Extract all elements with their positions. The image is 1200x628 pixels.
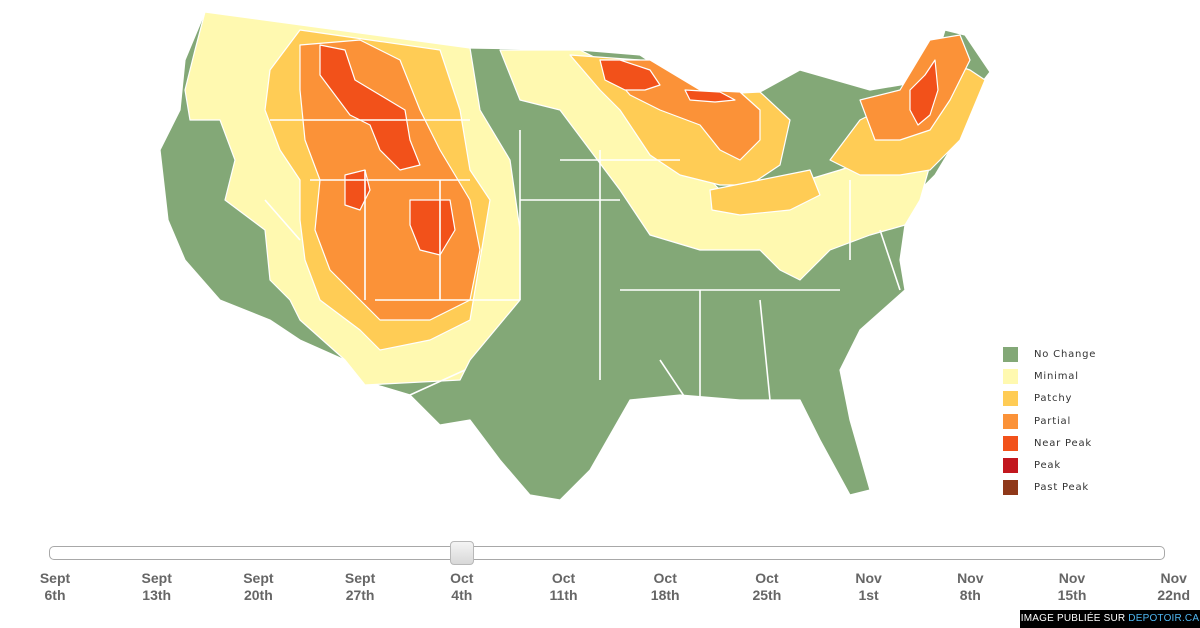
- tick-day: 22nd: [1157, 587, 1191, 603]
- tick-month: Sept: [141, 570, 172, 586]
- map-region-patchy-ohio: [709, 169, 821, 216]
- legend-label: Partial: [1034, 415, 1072, 427]
- legend-swatch: [1003, 458, 1018, 474]
- tick-day: 18th: [650, 587, 680, 603]
- map-region-near-peak-lake-superior: [684, 89, 736, 103]
- date-slider-ticks: Sept 6th Sept 13th Sept 20th Sept 27th Oct 4th Oct…: [0, 570, 1200, 610]
- credit-brand: DEPOTOIR.CA: [1128, 613, 1200, 624]
- legend-swatch: [1003, 435, 1018, 451]
- fall-foliage-map: [159, 11, 991, 501]
- tick-month: Nov: [855, 570, 882, 586]
- tick-day: 27th: [345, 587, 375, 603]
- legend-swatch: [1003, 346, 1018, 362]
- tick-day: 15th: [1057, 587, 1087, 603]
- slider-tick-label[interactable]: Oct 4th: [422, 570, 502, 604]
- legend-swatch: [1003, 480, 1018, 496]
- tick-day: 1st: [858, 587, 879, 603]
- map-legend: No Change Minimal Patchy Partial Near Peak Pe…: [1003, 343, 1096, 499]
- slider-tick-label[interactable]: Sept 27th: [320, 570, 400, 604]
- tick-month: Oct: [551, 570, 576, 586]
- tick-month: Oct: [755, 570, 779, 586]
- tick-month: Sept: [344, 570, 376, 586]
- tick-day: 13th: [142, 587, 172, 603]
- slider-tick-label[interactable]: Sept 13th: [117, 570, 197, 604]
- slider-tick-label[interactable]: Sept 20th: [218, 570, 298, 604]
- us-map-svg: [159, 11, 991, 501]
- tick-month: Oct: [450, 570, 474, 586]
- legend-swatch: [1003, 413, 1018, 429]
- tick-month: Nov: [1160, 570, 1187, 586]
- tick-day: 6th: [44, 587, 66, 603]
- legend-item: Patchy: [1003, 388, 1096, 410]
- slider-tick-label[interactable]: Nov 1st: [829, 570, 909, 604]
- tick-day: 11th: [549, 587, 578, 603]
- slider-tick-label[interactable]: Nov 8th: [930, 570, 1010, 604]
- slider-tick-label[interactable]: Oct 18th: [625, 570, 705, 604]
- legend-label: Near Peak: [1034, 437, 1092, 449]
- tick-day: 25th: [752, 587, 782, 603]
- tick-day: 8th: [959, 587, 981, 603]
- slider-tick-label[interactable]: Nov 22nd: [1134, 570, 1200, 604]
- date-slider-handle[interactable]: [449, 541, 474, 565]
- map-region-near-peak-new-england: [909, 59, 939, 126]
- tick-month: Sept: [39, 570, 71, 586]
- legend-item: Peak: [1003, 454, 1096, 476]
- legend-item: No Change: [1003, 343, 1096, 365]
- credit-prefix: IMAGE PUBLIÉE SUR: [1020, 613, 1129, 624]
- legend-swatch: [1003, 391, 1018, 407]
- image-credit: IMAGE PUBLIÉE SUR DEPOTOIR.CA: [1020, 610, 1200, 628]
- legend-label: Past Peak: [1034, 482, 1089, 494]
- legend-label: No Change: [1034, 348, 1097, 360]
- tick-month: Nov: [1058, 570, 1086, 586]
- tick-month: Oct: [653, 570, 677, 586]
- legend-item: Minimal: [1003, 365, 1096, 387]
- legend-label: Peak: [1034, 460, 1061, 472]
- legend-label: Patchy: [1034, 393, 1073, 405]
- tick-day: 4th: [451, 587, 473, 603]
- slider-tick-label[interactable]: Oct 11th: [524, 570, 604, 604]
- legend-item: Past Peak: [1003, 477, 1096, 499]
- slider-tick-label[interactable]: Oct 25th: [727, 570, 807, 604]
- map-region-near-peak-montana: [319, 44, 421, 171]
- tick-month: Sept: [243, 570, 274, 586]
- tick-day: 20th: [243, 587, 273, 603]
- legend-item: Partial: [1003, 410, 1096, 432]
- legend-item: Near Peak: [1003, 432, 1096, 454]
- legend-swatch: [1003, 368, 1018, 384]
- state-boundaries: [264, 54, 901, 406]
- slider-tick-label[interactable]: Sept 6th: [15, 570, 95, 604]
- map-region-near-peak-upper-peninsula: [599, 59, 661, 91]
- tick-month: Nov: [957, 570, 984, 586]
- legend-label: Minimal: [1034, 370, 1079, 382]
- slider-tick-label[interactable]: Nov 15th: [1032, 570, 1112, 604]
- date-slider-track[interactable]: [49, 546, 1165, 560]
